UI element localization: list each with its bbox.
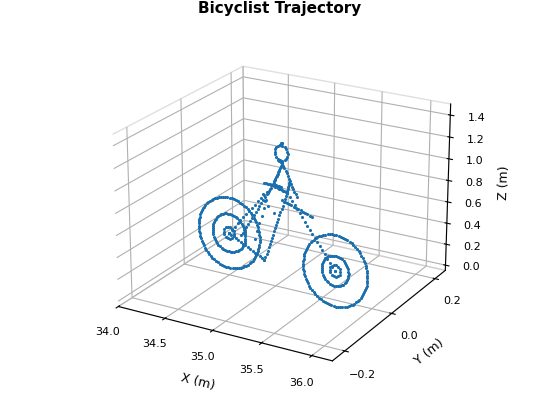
Y-axis label: Y (m): Y (m) xyxy=(413,337,447,368)
Title: Bicyclist Trajectory: Bicyclist Trajectory xyxy=(198,1,362,16)
X-axis label: X (m): X (m) xyxy=(180,371,217,392)
